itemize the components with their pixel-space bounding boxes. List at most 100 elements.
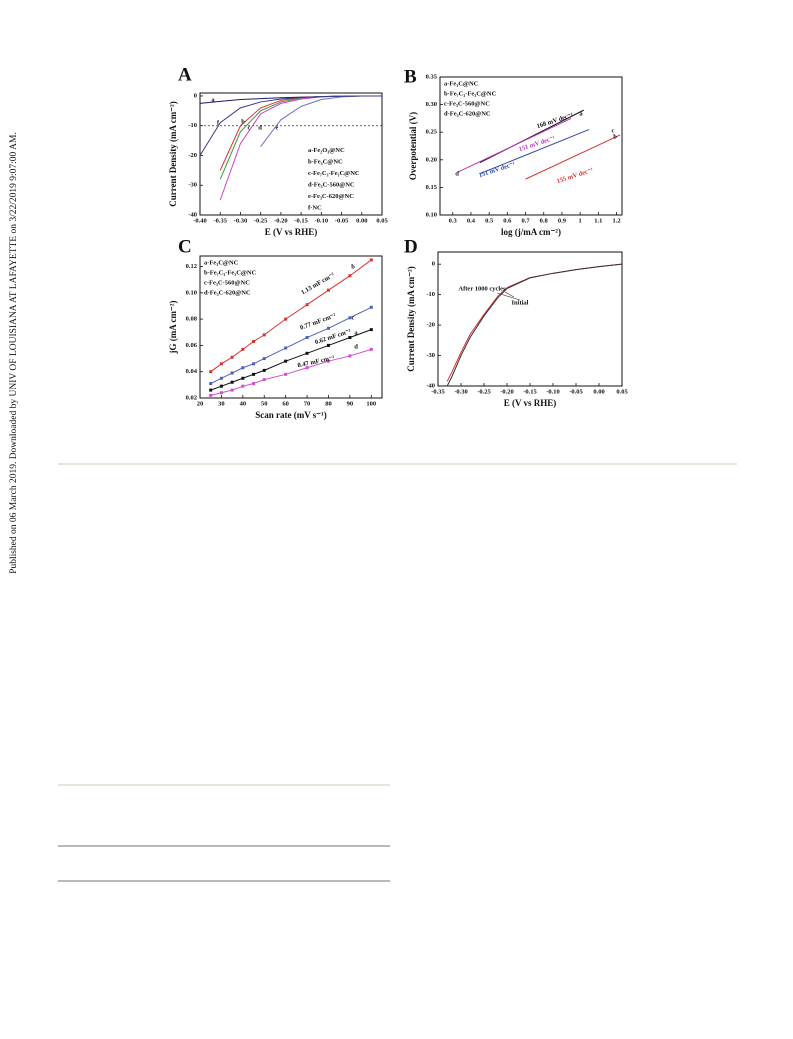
x-axis-title: E (V vs RHE) xyxy=(504,398,557,408)
data-point xyxy=(348,336,352,340)
data-point xyxy=(219,376,223,380)
x-tick-label: 0.4 xyxy=(467,217,476,224)
data-point xyxy=(369,328,373,332)
annotation: c xyxy=(352,314,355,321)
series-line xyxy=(219,95,382,201)
x-tick-label: -0.10 xyxy=(315,217,329,224)
data-point xyxy=(348,274,352,278)
series-line xyxy=(260,95,382,147)
curve-label: After 1000 cycles xyxy=(458,285,506,292)
annotation: d xyxy=(354,343,358,350)
x-tick-label: 40 xyxy=(240,400,247,407)
annotation: b xyxy=(241,118,245,125)
data-point xyxy=(326,288,330,292)
data-point xyxy=(326,343,330,347)
x-tick-label: 60 xyxy=(282,400,289,407)
y-tick-label: 0.04 xyxy=(186,368,198,375)
annotation: 0.47 mF cm⁻² xyxy=(297,355,335,370)
y-tick-label: 0.10 xyxy=(426,211,437,218)
series-line xyxy=(457,117,572,173)
data-point xyxy=(369,258,373,262)
y-tick-label: 0.12 xyxy=(186,263,197,270)
data-point xyxy=(348,316,352,320)
series-line xyxy=(199,95,382,156)
annotation: c xyxy=(612,127,615,134)
y-tick-label: 0 xyxy=(194,92,197,99)
annotation: d xyxy=(258,124,262,131)
y-tick-label: 0.10 xyxy=(186,289,197,296)
legend-entry: c-Fe₃C-560@NC xyxy=(444,100,490,107)
y-tick-label: -10 xyxy=(426,291,435,298)
series-line xyxy=(210,259,372,373)
data-point xyxy=(241,384,245,388)
x-tick-label: 0.9 xyxy=(558,217,567,224)
y-tick-label: 0.02 xyxy=(186,394,197,401)
x-tick-label: -0.30 xyxy=(234,217,248,224)
y-tick-label: 0.06 xyxy=(186,342,198,349)
side-note: Published on 06 March 2019. Downloaded b… xyxy=(9,132,19,574)
data-point xyxy=(305,336,309,340)
y-tick-label: -20 xyxy=(426,322,435,329)
pointer xyxy=(504,291,515,298)
y-tick-label: -10 xyxy=(188,122,197,129)
y-tick-label: 0 xyxy=(432,261,435,268)
x-tick-label: 0.3 xyxy=(449,217,458,224)
series-line xyxy=(210,329,372,391)
legend-entry: a-Fe₂O₃@NC xyxy=(308,147,345,154)
y-axis-title: Overpotential (V) xyxy=(408,112,418,180)
legend-entry: e-Fe₃C-620@NC xyxy=(308,193,354,200)
legend-entry: b-Fe₃C@NC xyxy=(308,158,343,165)
x-tick-label: -0.35 xyxy=(431,388,445,395)
x-tick-label: 1 xyxy=(579,217,582,224)
legend-entry: c-Fe₃C-560@NC xyxy=(204,279,250,286)
data-point xyxy=(262,333,266,337)
legend-entry: d-Fe₃C-620@NC xyxy=(204,289,251,296)
legend-entry: c-Fe₇C₃-Fe₃C@NC xyxy=(308,170,360,177)
y-tick-label: 0.15 xyxy=(426,184,438,191)
data-point xyxy=(209,393,213,397)
series-line xyxy=(210,348,372,396)
annotation: b xyxy=(351,263,355,270)
annotation: 155 mV dec⁻¹ xyxy=(556,167,594,185)
data-point xyxy=(230,380,234,384)
data-point xyxy=(369,305,373,309)
data-point xyxy=(348,354,352,358)
data-point xyxy=(284,372,288,376)
data-point xyxy=(209,382,213,386)
legend-entry: f-NC xyxy=(308,204,322,211)
y-axis-title: Current Density (mA cm⁻²) xyxy=(406,266,416,372)
x-tick-label: 70 xyxy=(304,400,311,407)
curve-label: Initial xyxy=(512,299,529,306)
x-tick-label: -0.40 xyxy=(193,217,207,224)
annotation: 168 mV dec⁻¹ xyxy=(536,112,574,130)
annotation: a xyxy=(211,96,215,103)
data-point xyxy=(326,359,330,363)
panel-label: D xyxy=(404,236,418,257)
x-tick-label: -0.20 xyxy=(274,217,288,224)
legend-entry: a-Fe₃C@NC xyxy=(444,80,479,87)
y-tick-label: -40 xyxy=(426,382,435,389)
data-point xyxy=(209,370,213,374)
panel-label: A xyxy=(178,64,192,85)
x-tick-label: 0.05 xyxy=(616,388,628,395)
annotation: f xyxy=(217,119,220,126)
x-tick-label: -0.15 xyxy=(523,388,537,395)
data-point xyxy=(305,351,309,355)
x-tick-label: 0.00 xyxy=(593,388,604,395)
data-point xyxy=(305,303,309,307)
panel-label: B xyxy=(404,66,417,87)
plot-frame xyxy=(439,76,623,216)
data-point xyxy=(326,326,330,330)
data-point xyxy=(252,339,256,343)
data-point xyxy=(252,382,256,386)
series-line xyxy=(446,263,623,382)
data-point xyxy=(284,317,288,321)
y-tick-label: -40 xyxy=(188,211,197,218)
data-point xyxy=(252,362,256,366)
x-axis-title: E (V vs RHE) xyxy=(265,227,318,237)
x-tick-label: -0.20 xyxy=(500,388,514,395)
y-axis-title: Current Density (mA cm⁻²) xyxy=(168,101,178,207)
x-tick-label: -0.25 xyxy=(254,217,268,224)
plot-frame xyxy=(199,255,383,399)
y-tick-label: 0.30 xyxy=(426,101,437,108)
